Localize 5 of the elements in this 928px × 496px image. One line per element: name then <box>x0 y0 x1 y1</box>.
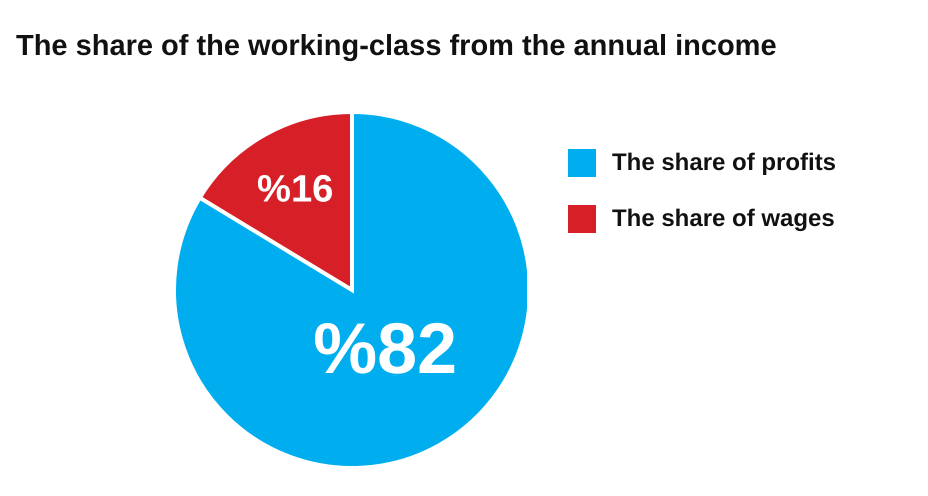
data-label: %82 <box>313 308 458 389</box>
legend-label: The share of wages <box>612 205 835 233</box>
chart-title: The share of the working-class from the annual income <box>16 30 777 63</box>
data-label: %16 <box>257 168 334 211</box>
legend-label: The share of profits <box>612 149 836 177</box>
